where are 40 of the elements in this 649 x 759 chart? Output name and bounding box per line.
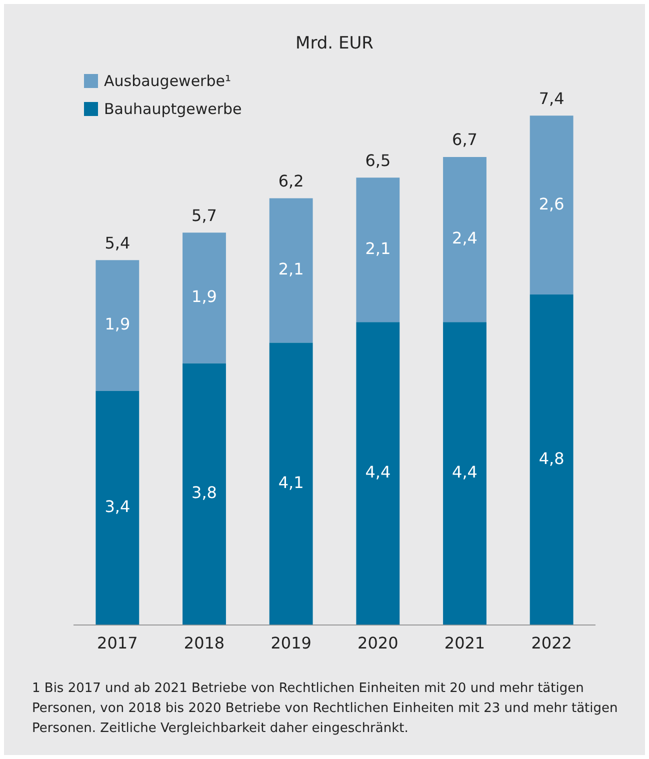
x-tick-label: 2020: [358, 634, 398, 653]
total-label: 6,7: [452, 130, 478, 150]
bar: [356, 178, 400, 322]
data-label: 2,6: [538, 194, 564, 214]
bar: [96, 390, 140, 625]
total-label: 6,2: [278, 171, 304, 190]
bar: [530, 294, 574, 625]
text: 1 Bis 2017 und ab 2021 Betriebe von Rechtlichen Einheiten mit 20 und mehr tätigen Personen, von 2018 bis 2020 Betriebe von Rechtlichen Einheiten mit 23 und mehr tätigen Personen. Zeitliche Vergleichbarkeit daher eingeschränkt.: [32, 680, 619, 738]
chart-title: Mrd. EUR: [296, 34, 374, 54]
total-label: 5,7: [192, 206, 217, 225]
bar: [443, 322, 486, 625]
legend-label: Bauhauptgewerbe: [104, 100, 242, 118]
bar: [96, 260, 140, 391]
data-label: 4,4: [452, 462, 478, 482]
data-label: 3,4: [104, 496, 130, 516]
x-tick-label: 2017: [97, 634, 138, 653]
data-label: 4,4: [365, 462, 391, 482]
bar: [530, 116, 574, 295]
bar: [443, 156, 486, 322]
x-tick-label: 2019: [270, 634, 312, 653]
x-tick-label: 2018: [184, 634, 225, 653]
x-tick-label: 2021: [444, 634, 486, 653]
data-label: 3,8: [192, 483, 217, 502]
data-label: 4,8: [538, 448, 564, 468]
total-label: 5,4: [104, 233, 130, 252]
legend-label: Ausbaugewerbe¹: [104, 72, 231, 90]
data-label: 4,1: [278, 472, 304, 492]
bar: [269, 198, 313, 343]
data-label: 1,9: [192, 287, 217, 306]
x-tick-label: 2022: [531, 634, 572, 653]
bar: [269, 342, 313, 625]
data-label: 2,1: [365, 238, 391, 258]
bar: [182, 363, 226, 625]
data-label: 2,4: [452, 228, 478, 248]
data-label: 1,9: [104, 314, 130, 334]
total-label: 6,5: [365, 150, 391, 170]
bar: [182, 232, 226, 364]
total-label: 7,4: [538, 88, 564, 108]
data-label: 2,1: [278, 260, 304, 279]
bar: [356, 322, 400, 625]
